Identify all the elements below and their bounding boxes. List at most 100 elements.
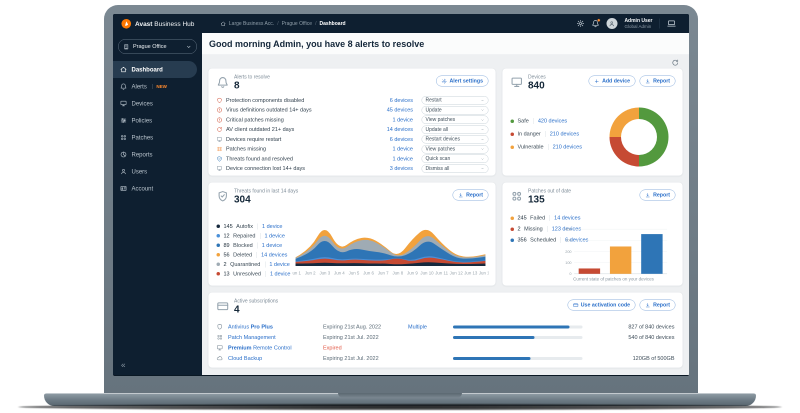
threats-report-button[interactable]: Report [452,189,489,201]
alert-action-dropdown[interactable]: View patches [421,115,489,125]
alert-action-dropdown[interactable]: View patches [421,144,489,154]
settings-gear-icon[interactable] [576,20,584,28]
subscription-name-link[interactable]: Cloud Backup [228,355,263,362]
unresolved-dot [216,272,220,276]
subscription-name-link[interactable]: Patch Management [228,334,276,341]
sidebar-item-account[interactable]: Account [113,180,197,197]
use-activation-code-button[interactable]: Use activation code [567,299,636,311]
sidebar: Prague Office Dashboard Alerts NEW Devic… [113,33,202,375]
subscription-usage: 827 of 840 devices [628,323,675,330]
laptop-base [44,393,756,406]
vulnerable-devices-link[interactable]: 210 devices [548,144,582,150]
sidebar-item-alerts[interactable]: Alerts NEW [113,78,197,95]
home-icon[interactable] [220,21,226,27]
devices-link[interactable]: 1 device [392,146,413,153]
grid4-icon [511,190,524,203]
svg-text:400: 400 [565,228,571,232]
alert-row: Virus definitions outdated 14+ days 45 d… [217,105,489,115]
download-icon [458,192,464,198]
in-danger-devices-link[interactable]: 210 devices [545,131,579,137]
org-selector[interactable]: Prague Office [118,39,197,54]
safe-devices-link[interactable]: 420 devices [533,118,567,124]
antivirus-icon [217,324,224,331]
alert-action-dropdown[interactable]: Update all [421,125,489,134]
laptop-notch [338,393,462,398]
devices-link[interactable]: 1 device [392,155,413,162]
threats-card: Threats found in last 14 days 304 Report… [208,182,496,286]
chevron-down-icon [481,147,485,151]
console-switch-icon[interactable] [667,19,676,28]
missing-devices-link[interactable]: 123 devices [547,226,581,232]
alert-row: AV client outdated 21+ days 14 devices U… [217,125,489,135]
av-outdated-icon [217,127,223,133]
topbar-actions: Admin User Global Admin [576,18,689,29]
user-menu[interactable]: Admin User Global Admin [624,18,652,29]
refresh-icon[interactable] [672,59,680,67]
subscription-usage: 120GB of 500GB [632,355,675,362]
add-device-button[interactable]: Add device [588,75,636,87]
chevron-down-icon [481,137,485,141]
threats-legend: 145 Autofix 1 device 12 Repaired 1 device 89… [216,222,290,279]
scheduled-devices-link[interactable]: 6 devices [560,237,588,243]
subscription-name-link[interactable]: Antivirus Pro Plus [228,323,273,330]
subscription-usage: 540 of 840 devices [628,334,675,341]
patches-report-button[interactable]: Report [639,189,676,201]
bell-icon [591,20,599,28]
notifications-bell-icon[interactable] [591,18,601,28]
quarantined-dot [216,262,220,266]
devices-link[interactable]: 3 devices [389,165,413,172]
monitor-icon [511,76,524,89]
failed-devices-link[interactable]: 14 devices [549,215,580,221]
autofix-devices-link[interactable]: 1 device [257,223,282,230]
multiple-link[interactable]: Multiple [408,323,427,330]
sidebar-item-policies[interactable]: Policies [113,112,197,129]
sidebar-item-reports[interactable]: Reports [113,146,197,163]
alert-action-dropdown[interactable]: Restart devices [421,135,489,144]
devices-report-button[interactable]: Report [639,75,676,87]
devices-link[interactable]: 45 devices [386,107,413,114]
sidebar-item-dashboard[interactable]: Dashboard [113,61,197,78]
alert-action-dropdown[interactable]: Restart [421,96,489,105]
unresolved-devices-link[interactable]: 1 device [265,270,290,277]
policies-icon [120,117,127,124]
failed-dot [510,216,514,220]
repaired-devices-link[interactable]: 1 device [259,232,285,239]
devices-link[interactable]: 14 devices [386,126,413,133]
subscription-expiry: Expiring 21st Aug. 2022 [323,323,382,330]
alert-settings-button[interactable]: Alert settings [435,75,489,87]
alert-action-dropdown[interactable]: Quick scan [421,154,489,164]
subscription-row: Antivirus Pro Plus Expiring 21st Aug. 20… [217,322,675,333]
deleted-devices-link[interactable]: 14 devices [256,251,287,258]
subscriptions-count: 4 [234,304,240,315]
subscriptions-card: Active subscriptions 4 Use activation co… [208,292,683,368]
laptop-shadow [18,404,782,410]
avatar[interactable] [606,18,618,29]
devices-link[interactable]: 6 devices [389,97,413,104]
sidebar-item-devices[interactable]: Devices [113,95,197,112]
alert-action-dropdown[interactable]: Dismiss all [421,164,489,173]
alert-action-dropdown[interactable]: Update [421,105,489,115]
svg-text:Jun 9: Jun 9 [407,270,418,275]
subscriptions-report-button[interactable]: Report [639,299,676,311]
quarantined-devices-link[interactable]: 1 device [264,261,290,268]
devices-link[interactable]: 1 device [392,116,413,123]
devices-card-title: Devices [528,74,546,81]
shield-check-icon [217,190,230,203]
subscription-name-link[interactable]: Premium Remote Control [228,344,292,351]
alerts-icon [120,83,127,90]
sidebar-item-users[interactable]: Users [113,163,197,180]
user-name: Admin User [624,18,653,24]
sidebar-collapse-button[interactable]: « [121,361,126,370]
blocked-devices-link[interactable]: 1 device [257,242,282,249]
download-icon [645,302,651,308]
usage-progress-bar [453,335,583,339]
sidebar-item-patches[interactable]: Patches [113,129,197,146]
building-icon [123,43,130,50]
plus-icon [594,78,600,84]
usage-progress-bar [453,356,583,360]
devices-link[interactable]: 6 devices [389,136,413,143]
breadcrumb-root[interactable]: Large Business Acc. [228,20,275,27]
breadcrumb-middle[interactable]: Prague Office [281,20,313,27]
patches-card-title: Patches out of date [528,188,572,195]
